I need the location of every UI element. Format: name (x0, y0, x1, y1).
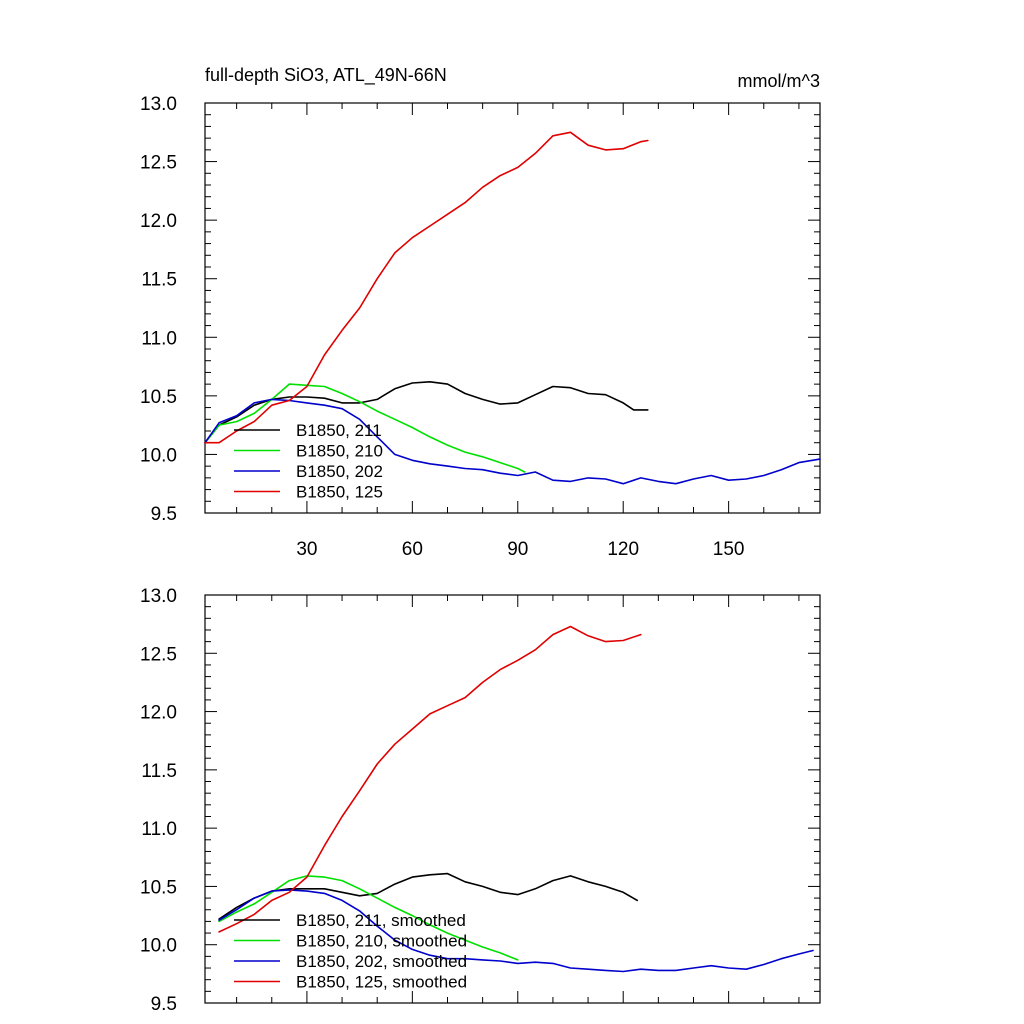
y-tick-label: 12.5 (140, 644, 177, 665)
series-lines-bottom (218, 625, 814, 973)
series-line (218, 625, 642, 933)
legend-entry: B1850, 202 (296, 462, 383, 481)
y-tick-label: 12.0 (140, 211, 177, 232)
series-line (204, 398, 821, 485)
y-tick-label: 11.0 (141, 328, 177, 349)
y-tick-label: 13.0 (140, 94, 177, 115)
y-tick-label: 9.5 (151, 504, 177, 525)
legend-entry: B1850, 210 (296, 442, 383, 461)
chart-bottom: 9.5 10.0 10.5 11.0 11.5 12.0 12.5 13.0 B1850, 2… (140, 586, 821, 1015)
plot-frame (204, 594, 821, 1004)
legend-entry: B1850, 211 (296, 421, 382, 440)
legend-bottom: B1850, 211, smoothed B1850, 210, smoothed… (234, 911, 467, 992)
series-line (218, 889, 814, 973)
units-label: mmol/m^3 (738, 71, 820, 91)
legend-entry: B1850, 125, smoothed (296, 973, 467, 992)
plot-frame (204, 102, 821, 514)
y-tick-label: 12.0 (140, 703, 177, 724)
y-tick-label: 10.5 (140, 387, 177, 408)
y-tick-label: 10.5 (140, 877, 177, 898)
y-tick-label: 13.0 (140, 586, 177, 607)
plot-frame-bottom: 9.5 10.0 10.5 11.0 11.5 12.0 12.5 13.0 (140, 586, 821, 1015)
y-tick-label: 10.0 (140, 936, 177, 957)
series-line (204, 131, 649, 444)
chart-top: full-depth SiO3, ATL_49N-66N mmol/m^3 30… (140, 65, 821, 560)
y-tick-label: 11.5 (141, 761, 177, 782)
y-tick-label: 9.5 (151, 994, 177, 1015)
y-tick-label: 11.0 (141, 819, 177, 840)
series-lines-top (204, 131, 821, 485)
series-line (218, 875, 519, 961)
x-tick-label: 60 (402, 539, 423, 560)
legend-entry: B1850, 202, smoothed (296, 952, 467, 971)
x-tick-label: 30 (296, 539, 317, 560)
y-tick-label: 11.5 (141, 270, 177, 291)
y-tick-label: 10.0 (140, 445, 177, 466)
series-line (204, 380, 649, 444)
plot-frame-top: 30 60 90 120 150 9.5 10.0 10.5 11.0 11.5 12.0 12.5 1… (140, 94, 821, 560)
x-tick-label: 150 (713, 539, 745, 560)
series-line (204, 383, 526, 473)
x-tick-label: 90 (507, 539, 528, 560)
legend-entry: B1850, 125 (296, 483, 383, 502)
y-tick-label: 12.5 (140, 153, 177, 174)
chart-title: full-depth SiO3, ATL_49N-66N (205, 65, 447, 86)
series-line (218, 872, 639, 920)
x-tick-label: 120 (607, 539, 639, 560)
legend-entry: B1850, 211, smoothed (296, 911, 466, 930)
legend-entry: B1850, 210, smoothed (296, 932, 467, 951)
